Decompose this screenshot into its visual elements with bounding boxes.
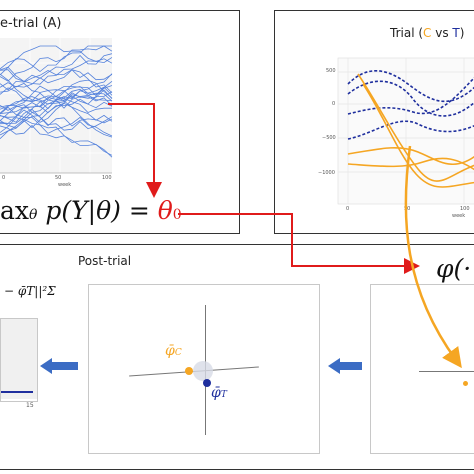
pretrial-line <box>0 45 113 70</box>
phi-t-dot <box>203 379 211 387</box>
trial-ytick-3: −1000 <box>318 170 335 176</box>
pretrial-line <box>0 53 113 82</box>
right-panel <box>370 284 474 454</box>
equation-body: p(Y|θ) = <box>37 196 158 225</box>
pretrial-line <box>0 73 113 110</box>
right-orange-dot <box>463 381 468 386</box>
pretrial-xlabel: week <box>58 182 72 188</box>
pretrial-xtick-1: 50 <box>55 175 62 181</box>
norm-formula: − φ̄T||²Σ <box>4 284 56 298</box>
blue-arrow-1 <box>40 358 78 374</box>
equation-max: ax <box>0 196 30 225</box>
pretrial-xtick-2: 100 <box>102 175 112 181</box>
mini-chart-bg <box>1 319 37 399</box>
pretrial-line <box>0 73 113 108</box>
phi-c-subscript: C <box>174 348 182 358</box>
trial-title-prefix: Trial ( <box>390 26 424 40</box>
phi-c-symbol: φ̄ <box>165 343 175 359</box>
equation: axθ p(Y|θ) = θ0 <box>0 196 182 225</box>
trial-title: Trial (C vs T) <box>390 26 464 40</box>
center-panel: φ̄C φ̄T <box>88 284 320 454</box>
pretrial-line <box>0 91 113 114</box>
trial-plot <box>337 57 474 205</box>
phi-t-subscript: T <box>220 390 227 400</box>
trial-ytick-0: 500 <box>326 68 336 74</box>
trial-xtick-1: 50 <box>404 206 411 212</box>
pretrial-line <box>0 116 113 139</box>
pretrial-line <box>0 69 113 93</box>
phi-c-dot <box>185 367 193 375</box>
equation-theta0: θ <box>157 196 173 225</box>
trial-title-vs: vs <box>431 26 453 40</box>
trial-xlabel: week <box>452 213 466 219</box>
pretrial-line <box>0 79 113 125</box>
trial-title-suffix: ) <box>459 26 465 40</box>
trial-ytick-2: −500 <box>322 135 336 141</box>
pretrial-line <box>0 45 112 76</box>
phi-t-symbol: φ̄ <box>211 385 221 401</box>
pretrial-line <box>0 124 113 156</box>
equation-theta0-sub: 0 <box>172 207 182 223</box>
trial-ytick-1: 0 <box>332 101 336 107</box>
mini-chart <box>0 318 38 402</box>
equation-sub: θ <box>29 207 38 223</box>
phi-t-label: φ̄T <box>211 385 227 401</box>
pretrial-line <box>0 98 113 114</box>
trial-xtick-0: 0 <box>346 206 350 212</box>
pretrial-plot <box>0 38 113 174</box>
pretrial-line <box>0 92 113 136</box>
phi-formula: φ(· <box>436 254 472 283</box>
red-arrow-to-theta <box>108 103 162 198</box>
blue-arrow-2 <box>328 358 362 374</box>
pretrial-line <box>0 104 113 131</box>
pretrial-line <box>0 45 113 82</box>
trial-title-t: T <box>452 26 460 40</box>
pretrial-line <box>0 87 113 103</box>
mini-chart-line <box>1 391 33 393</box>
red-arrow-to-phi <box>178 213 420 274</box>
pretrial-line <box>0 102 113 123</box>
pretrial-line <box>0 69 113 94</box>
pretrial-title: e-trial (A) <box>0 16 62 31</box>
trial-title-c: C <box>423 26 432 40</box>
pretrial-xtick-0: 0 <box>2 175 6 181</box>
pretrial-line <box>0 106 113 158</box>
pretrial-line <box>0 85 113 123</box>
posttrial-title: Post-trial <box>78 254 132 268</box>
orange-arrow <box>404 145 462 369</box>
right-horizontal-axis <box>419 371 474 372</box>
mini-chart-tick: 15 <box>26 402 34 409</box>
phi-c-label: φ̄C <box>165 343 182 359</box>
trial-xtick-2: 100 <box>460 206 470 212</box>
pretrial-line <box>0 57 113 85</box>
center-circle <box>193 361 213 381</box>
pretrial-line <box>0 92 113 133</box>
pretrial-line <box>0 108 113 127</box>
